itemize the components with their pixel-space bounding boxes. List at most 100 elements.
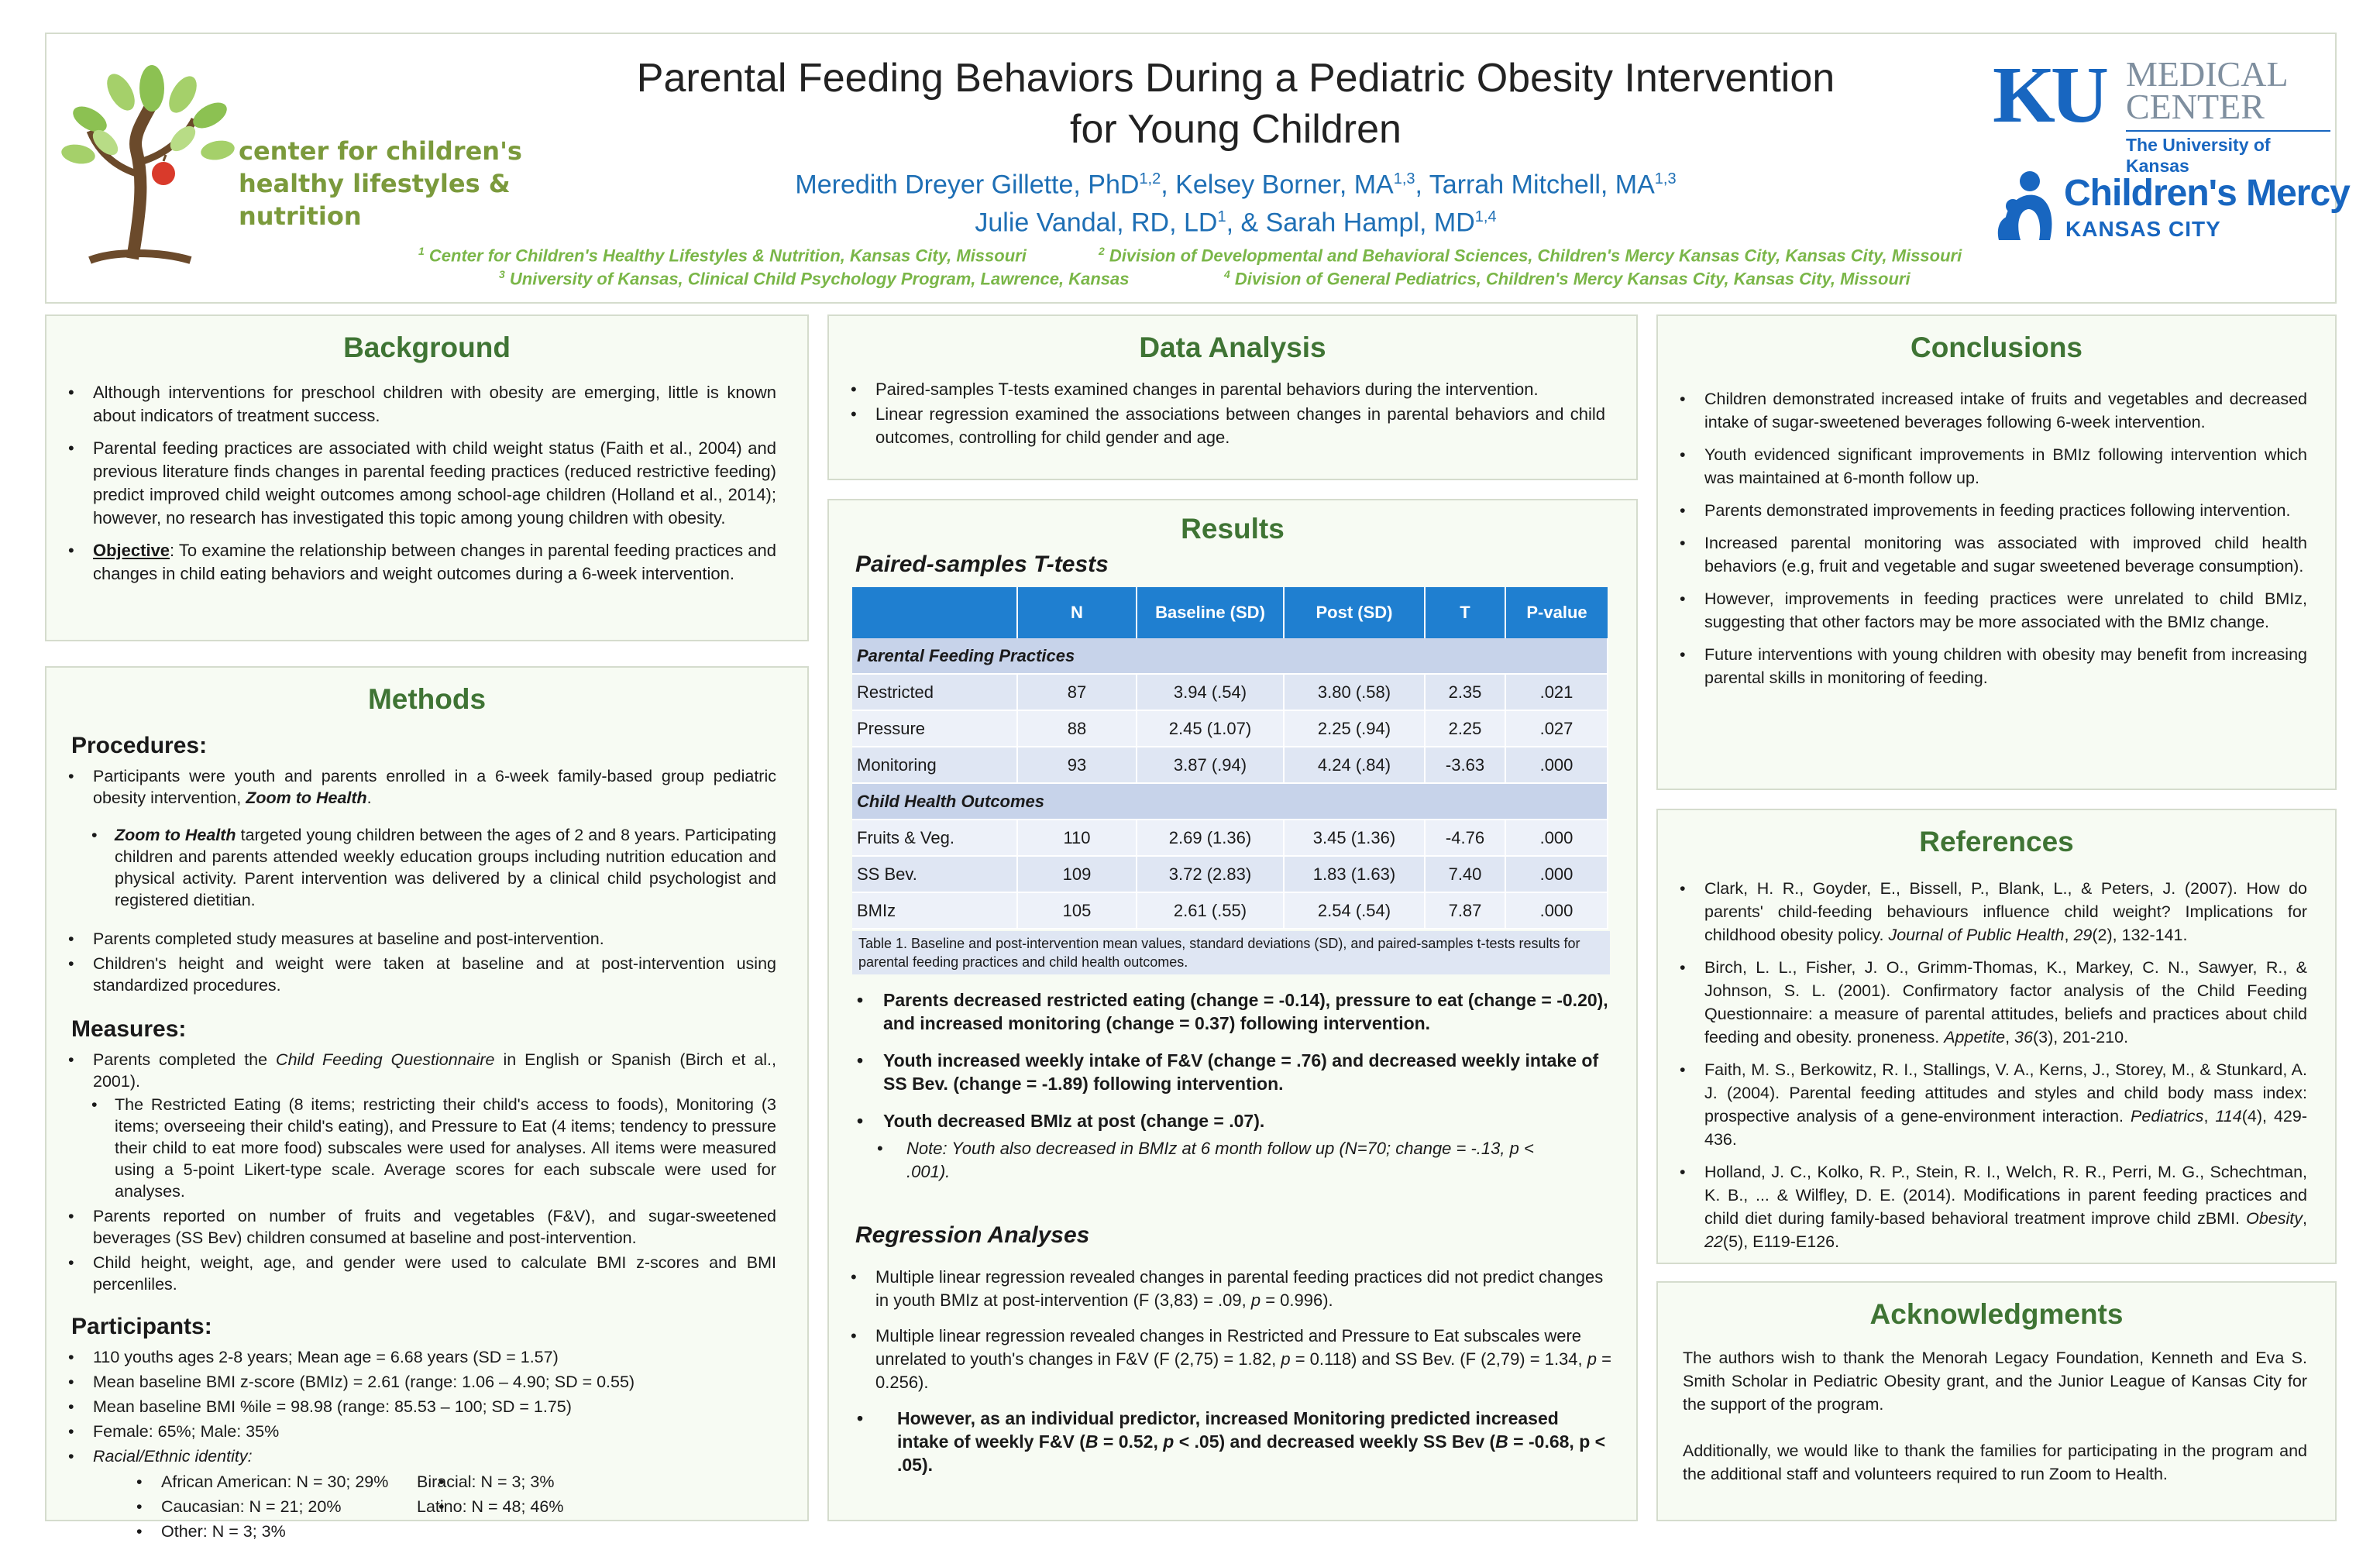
title-line: for Young Children xyxy=(1070,107,1402,152)
bullet-item: Zoom to Health targeted young children b… xyxy=(46,824,776,911)
results-panel: Results Paired-samples T-tests N Baselin… xyxy=(827,499,1638,1521)
data-analysis-panel: Data Analysis Paired-samples T-tests exa… xyxy=(827,314,1638,480)
table-cell: 2.54 (.54) xyxy=(1284,892,1426,930)
conclusions-list: Children demonstrated increased intake o… xyxy=(1658,387,2307,689)
childrens-mercy-subtitle: KANSAS CITY xyxy=(2065,217,2221,241)
ku-mark: KU xyxy=(1993,50,2109,139)
table-cell: 110 xyxy=(1017,820,1137,857)
table-row: Restricted 87 3.94 (.54) 3.80 (.58) 2.35… xyxy=(852,674,1608,711)
reference-item: Holland, J. C., Kolko, R. P., Stein, R. … xyxy=(1658,1160,2307,1253)
bullet-item: Mean baseline BMI z-score (BMIz) = 2.61 … xyxy=(46,1371,776,1393)
ttest-table: N Baseline (SD) Post (SD) T P-value Pare… xyxy=(852,587,1608,930)
bullet-item: Parents completed the Child Feeding Ques… xyxy=(46,1049,776,1092)
affiliation-text: Division of General Pediatrics, Children… xyxy=(1234,269,1911,289)
affiliation-text: University of Kansas, Clinical Child Psy… xyxy=(509,269,1130,289)
author-name: , Tarrah Mitchell, MA xyxy=(1415,170,1655,200)
bullet-item: However, improvements in feeding practic… xyxy=(1658,587,2307,634)
bullet-item: Parental feeding practices are associate… xyxy=(46,437,776,530)
regression-heading: Regression Analyses xyxy=(855,1222,1090,1248)
bullet-item: Multiple linear regression revealed chan… xyxy=(829,1325,1611,1394)
table-cell: 3.72 (2.83) xyxy=(1137,856,1285,893)
background-list: Although interventions for preschool chi… xyxy=(46,381,776,586)
ku-logo-line: MEDICAL xyxy=(2126,54,2289,94)
table-cell: Monitoring xyxy=(852,747,1018,784)
racial-item: Latino: N = 48; 46% xyxy=(417,1495,727,1518)
poster-title: Parental Feeding Behaviors During a Pedi… xyxy=(480,53,1991,155)
cchln-logo: center for children's healthy lifestyles… xyxy=(59,57,539,274)
table-cell: .000 xyxy=(1505,747,1608,784)
bullet-item: Child height, weight, age, and gender we… xyxy=(46,1252,776,1295)
author-name: , & Sarah Hampl, MD xyxy=(1226,208,1475,238)
author-name: Meredith Dreyer Gillette, PhD xyxy=(795,170,1140,200)
panel-title: Data Analysis xyxy=(1139,332,1326,363)
measures-list: Parents completed the Child Feeding Ques… xyxy=(46,1049,776,1295)
bullet-item: 110 youths ages 2-8 years; Mean age = 6.… xyxy=(46,1346,776,1368)
table-cell: Fruits & Veg. xyxy=(852,820,1018,857)
bullet-item: Parents demonstrated improvements in fee… xyxy=(1658,499,2307,522)
affiliation: 2 Division of Developmental and Behavior… xyxy=(1099,245,1962,266)
table-cell: 4.24 (.84) xyxy=(1284,747,1426,784)
table-header-cell: N xyxy=(1017,587,1137,638)
background-panel: Background Although interventions for pr… xyxy=(45,314,809,641)
affiliation-text: Center for Children's Healthy Lifestyles… xyxy=(428,246,1027,266)
acknowledgments-paragraph: The authors wish to thank the Menorah Le… xyxy=(1683,1349,2307,1414)
table-header-row: N Baseline (SD) Post (SD) T P-value xyxy=(852,587,1608,638)
affiliation-number: 1 xyxy=(418,245,425,257)
references-panel: References Clark, H. R., Goyder, E., Bis… xyxy=(1656,809,2337,1264)
table-cell: 3.94 (.54) xyxy=(1137,674,1285,711)
affiliation: 4 Division of General Pediatrics, Childr… xyxy=(1224,268,1911,289)
bullet-item: Objective: To examine the relationship b… xyxy=(46,539,776,586)
bullet-item: Female: 65%; Male: 35% xyxy=(46,1421,776,1442)
regression-list: Multiple linear regression revealed chan… xyxy=(829,1266,1611,1490)
finding-note: Note: Youth also decreased in BMIz at 6 … xyxy=(829,1137,1557,1184)
bullet-item: Multiple linear regression revealed chan… xyxy=(829,1266,1611,1312)
bullet-item: Mean baseline BMI %ile = 98.98 (range: 8… xyxy=(46,1396,776,1418)
bullet-item: However, as an individual predictor, inc… xyxy=(829,1407,1611,1476)
table-cell: 7.40 xyxy=(1425,856,1506,893)
ku-medical-center-logo: KU MEDICAL CENTER The University of Kans… xyxy=(1993,50,2334,176)
author-affiliation: 1,4 xyxy=(1474,208,1497,226)
reference-item: Birch, L. L., Fisher, J. O., Grimm-Thoma… xyxy=(1658,956,2307,1049)
affiliation: 3 University of Kansas, Clinical Child P… xyxy=(499,268,1130,289)
table-row: BMIz 105 2.61 (.55) 2.54 (.54) 7.87 .000 xyxy=(852,892,1608,930)
bullet-item: Racial/Ethnic identity: xyxy=(46,1445,776,1467)
ku-logo-divider xyxy=(2126,130,2330,132)
table-row: Fruits & Veg. 110 2.69 (1.36) 3.45 (1.36… xyxy=(852,820,1608,857)
table-header-cell: Post (SD) xyxy=(1284,587,1426,638)
references-list: Clark, H. R., Goyder, E., Bissell, P., B… xyxy=(1658,877,2307,1253)
table-cell: 1.83 (1.63) xyxy=(1284,856,1426,893)
logo-text-line: center for children's xyxy=(239,136,522,166)
conclusions-panel: Conclusions Children demonstrated increa… xyxy=(1656,314,2337,790)
panel-title: Conclusions xyxy=(1910,332,2083,363)
author-affiliation: 1,3 xyxy=(1654,170,1677,187)
affiliation-number: 4 xyxy=(1224,268,1230,280)
table-row: SS Bev. 109 3.72 (2.83) 1.83 (1.63) 7.40… xyxy=(852,856,1608,893)
procedures-list: Participants were youth and parents enro… xyxy=(46,765,776,996)
measures-heading: Measures: xyxy=(71,1016,187,1042)
table-cell: 87 xyxy=(1017,674,1137,711)
table-cell: 2.69 (1.36) xyxy=(1137,820,1285,857)
table-row: Monitoring 93 3.87 (.94) 4.24 (.84) -3.6… xyxy=(852,747,1608,784)
table-cell: .000 xyxy=(1505,892,1608,930)
table-cell: 3.87 (.94) xyxy=(1137,747,1285,784)
authors: Meredith Dreyer Gillette, PhD1,2, Kelsey… xyxy=(480,163,1991,239)
childrens-mercy-name: Children's Mercy xyxy=(2064,173,2351,214)
finding-item: Parents decreased restricted eating (cha… xyxy=(829,988,1611,1035)
ku-logo-line: CENTER xyxy=(2126,87,2265,126)
childrens-mercy-logo: Children's Mercy KANSAS CITY xyxy=(1993,166,2351,251)
logo-text-line: healthy lifestyles & xyxy=(239,169,511,198)
bullet-item: Youth evidenced significant improvements… xyxy=(1658,443,2307,490)
acknowledgments-paragraph: Additionally, we would like to thank the… xyxy=(1683,1442,2307,1483)
ttests-heading: Paired-samples T-tests xyxy=(855,552,1109,577)
racial-item: Biracial: N = 3; 3% xyxy=(417,1470,727,1493)
objective-text: : To examine the relationship between ch… xyxy=(93,541,776,583)
table-section-row: Child Health Outcomes xyxy=(852,783,1608,820)
table-cell: 88 xyxy=(1017,710,1137,747)
participants-heading: Participants: xyxy=(71,1314,212,1339)
table-cell: 93 xyxy=(1017,747,1137,784)
table-cell: .000 xyxy=(1505,856,1608,893)
table-row: Pressure 88 2.45 (1.07) 2.25 (.94) 2.25 … xyxy=(852,710,1608,747)
logo-text-line: nutrition xyxy=(239,201,362,231)
table-cell: Restricted xyxy=(852,674,1018,711)
author-name: Julie Vandal, RD, LD xyxy=(975,208,1218,238)
